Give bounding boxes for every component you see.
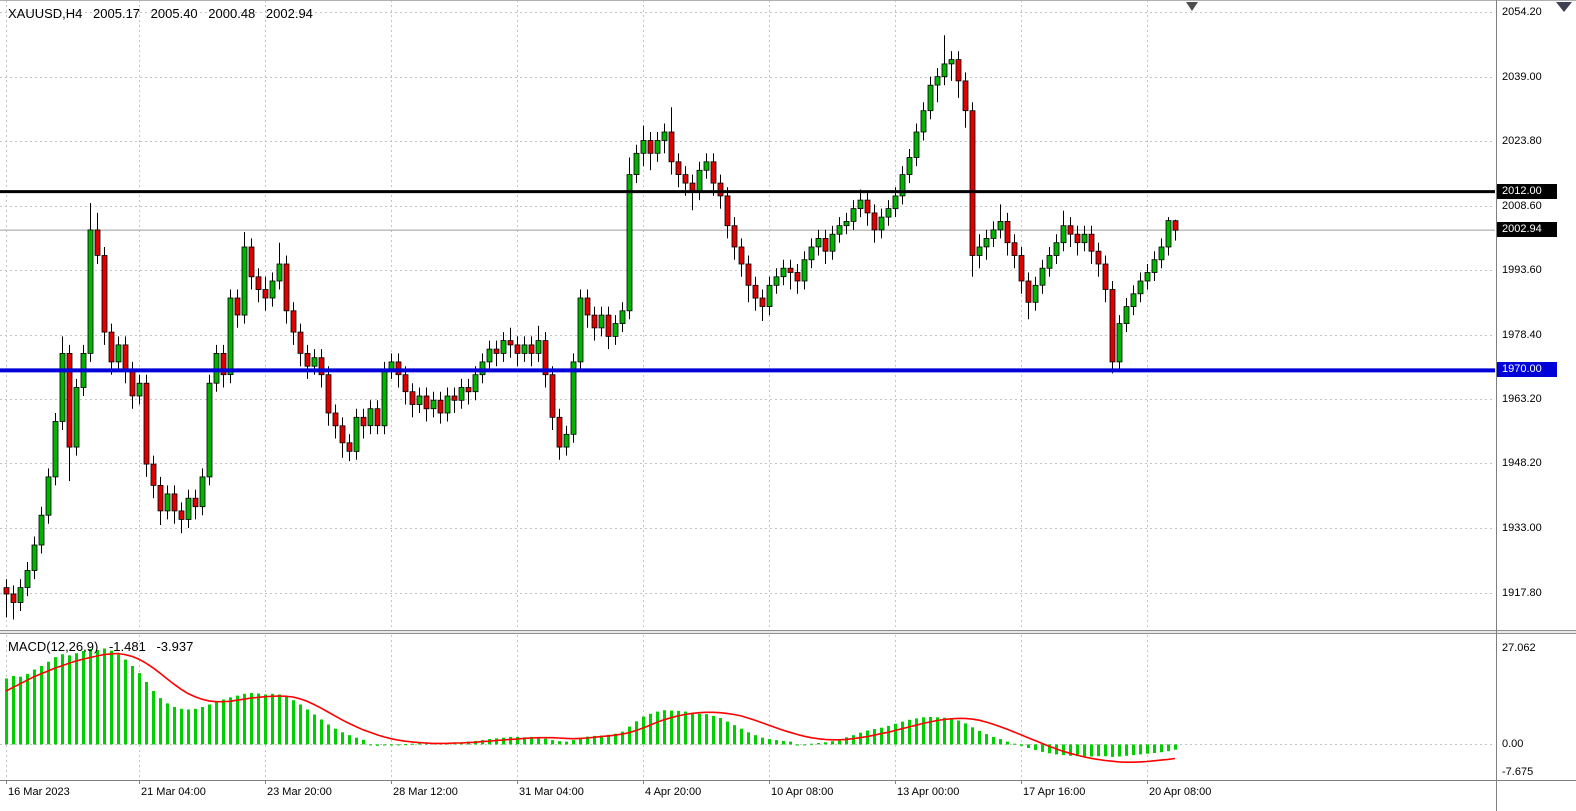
symbol-timeframe-label: XAUUSD,H4: [8, 6, 83, 21]
price-axis-label: 2023.80: [1502, 135, 1542, 148]
open-value: 2005.17: [93, 6, 141, 21]
corner-arrow-icon: [1556, 2, 1572, 12]
high-value: 2005.40: [150, 6, 198, 21]
price-axis-label: 1993.60: [1502, 263, 1542, 276]
time-axis-label: 23 Mar 20:00: [267, 786, 332, 798]
support-price-badge: 1970.00: [1497, 362, 1557, 378]
time-axis-label: 21 Mar 04:00: [141, 786, 206, 798]
macd-signal-value: -3.937: [156, 639, 194, 654]
time-axis-separator: [0, 780, 1576, 781]
chart-shift-marker-icon[interactable]: [1186, 2, 1198, 11]
time-axis-label: 16 Mar 2023: [8, 786, 70, 798]
time-axis-label: 4 Apr 20:00: [645, 786, 702, 798]
ohlc-header: XAUUSD,H4 2005.17 2005.40 2000.48 2002.9…: [8, 6, 313, 21]
macd-label: MACD(12,26,9): [8, 639, 99, 654]
price-axis-label: 2039.00: [1502, 70, 1542, 83]
price-axis-label: 1948.20: [1502, 457, 1542, 470]
macd-signal-line: [5, 652, 1176, 764]
macd-axis-label: 0.00: [1502, 738, 1524, 751]
price-axis-label: 2054.20: [1502, 5, 1542, 18]
price-axis-label: 2008.60: [1502, 200, 1542, 213]
current-price-badge: 2002.94: [1497, 222, 1557, 238]
price-axis-separator: [1496, 0, 1497, 811]
macd-histogram: [5, 648, 1177, 757]
time-axis-label: 31 Mar 04:00: [519, 786, 584, 798]
candle-bodies: [3, 59, 1179, 603]
macd-main-value: -1.481: [108, 639, 146, 654]
chart-top-border: [0, 0, 1576, 1]
price-axis-label: 1917.80: [1502, 586, 1542, 599]
price-axis-label: 1933.00: [1502, 521, 1542, 534]
time-axis-label: 10 Apr 08:00: [771, 786, 834, 798]
macd-indicator-header: MACD(12,26,9) -1.481 -3.937: [8, 639, 193, 654]
time-axis-label: 20 Apr 08:00: [1149, 786, 1212, 798]
panel-splitter[interactable]: [0, 630, 1576, 634]
time-axis-label: 17 Apr 16:00: [1023, 786, 1086, 798]
price-axis[interactable]: 2054.20 2039.00 2023.80 2008.60 1993.60 1978.…: [1498, 0, 1576, 811]
price-axis-label: 1978.40: [1502, 328, 1542, 341]
gridlines: [0, 0, 1495, 779]
candle-wicks: [6, 35, 1176, 620]
low-value: 2000.48: [208, 6, 256, 21]
macd-axis-label: -7.675: [1502, 765, 1534, 778]
time-axis-label: 28 Mar 12:00: [393, 786, 458, 798]
resistance-price-badge: 2012.00: [1497, 183, 1557, 199]
close-value: 2002.94: [265, 6, 313, 21]
macd-axis-label: 27.062: [1502, 641, 1536, 654]
time-axis[interactable]: 16 Mar 2023 21 Mar 04:00 23 Mar 20:00 28 Ma…: [0, 782, 1496, 808]
time-axis-label: 13 Apr 00:00: [897, 786, 960, 798]
price-axis-label: 1963.20: [1502, 393, 1542, 406]
